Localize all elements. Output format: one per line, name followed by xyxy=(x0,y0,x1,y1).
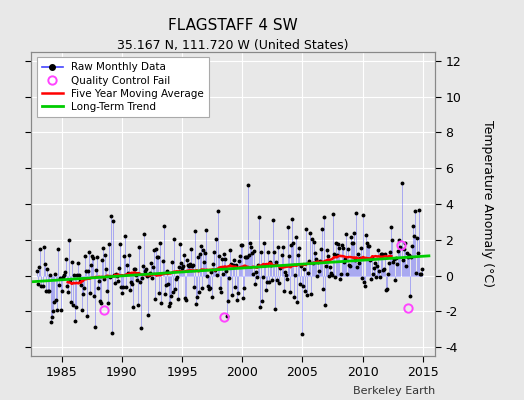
Title: 35.167 N, 111.720 W (United States): 35.167 N, 111.720 W (United States) xyxy=(117,39,349,52)
Y-axis label: Temperature Anomaly (°C): Temperature Anomaly (°C) xyxy=(481,120,494,288)
Text: FLAGSTAFF 4 SW: FLAGSTAFF 4 SW xyxy=(168,18,298,33)
Text: Berkeley Earth: Berkeley Earth xyxy=(353,386,435,396)
Legend: Raw Monthly Data, Quality Control Fail, Five Year Moving Average, Long-Term Tren: Raw Monthly Data, Quality Control Fail, … xyxy=(37,57,209,117)
